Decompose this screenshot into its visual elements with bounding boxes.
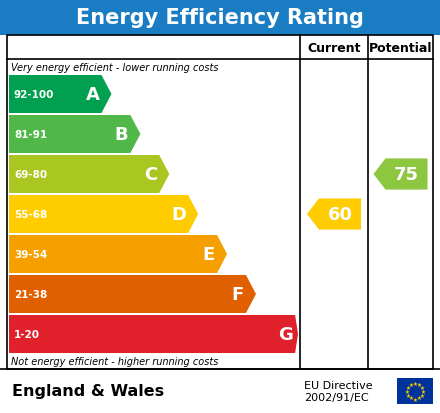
Bar [7,36,433,369]
Text: 60: 60 [327,206,352,223]
Text: F: F [232,285,244,303]
Text: ★: ★ [419,392,424,398]
Text: 55-68: 55-68 [14,209,47,219]
Text: 69-80: 69-80 [14,170,47,180]
Polygon shape [307,199,361,230]
Text: ★: ★ [409,396,414,401]
Text: ★: ★ [404,389,410,394]
Text: ★: ★ [421,389,425,394]
Bar [397,378,433,404]
Text: ★: ★ [417,396,422,401]
Text: ★: ★ [409,382,414,387]
Text: B: B [115,126,128,144]
Text: 2002/91/EC: 2002/91/EC [304,392,369,402]
Text: ★: ★ [417,382,422,387]
Text: ★: ★ [413,380,418,386]
Text: 75: 75 [394,166,419,183]
Polygon shape [9,76,111,114]
Text: EU Directive: EU Directive [304,380,373,390]
Text: 39-54: 39-54 [14,249,47,259]
Text: G: G [278,325,293,343]
Text: C: C [144,166,157,183]
Text: A: A [86,86,99,104]
Text: 1-20: 1-20 [14,329,40,339]
Text: Not energy efficient - higher running costs: Not energy efficient - higher running co… [11,356,218,366]
Text: ★: ★ [413,396,418,401]
Polygon shape [9,195,198,233]
Polygon shape [9,116,140,154]
Text: 92-100: 92-100 [14,90,55,100]
Polygon shape [9,235,227,273]
Polygon shape [9,315,298,353]
Text: Potential: Potential [369,41,432,55]
Text: D: D [171,206,186,223]
Text: Energy Efficiency Rating: Energy Efficiency Rating [76,8,364,28]
Text: Very energy efficient - lower running costs: Very energy efficient - lower running co… [11,63,219,73]
Polygon shape [374,159,428,190]
Text: ★: ★ [406,385,411,389]
Text: England & Wales: England & Wales [12,384,164,399]
Polygon shape [9,275,256,313]
Text: 81-91: 81-91 [14,130,47,140]
Text: ★: ★ [406,392,411,398]
Bar [0,369,440,413]
Text: 21-38: 21-38 [14,289,47,299]
Text: E: E [203,245,215,263]
Text: Current: Current [307,41,361,55]
Bar [0,0,440,36]
Polygon shape [9,156,169,194]
Text: ★: ★ [419,385,424,389]
